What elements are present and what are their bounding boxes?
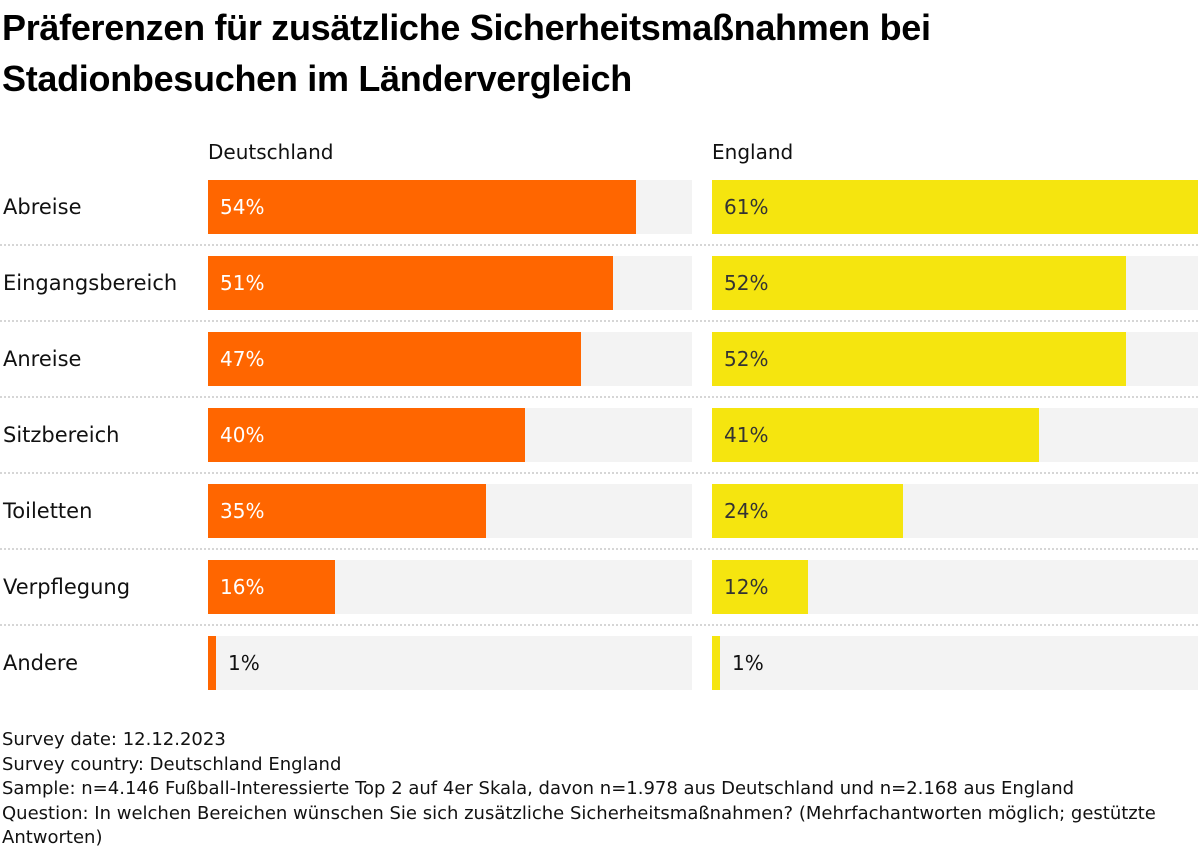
value-label-deutschland: 40% [220,423,265,447]
bar-track-england: 12% [712,560,1198,614]
value-label-england: 41% [724,423,769,447]
bar-track-deutschland: 54% [208,180,692,234]
bar-track-deutschland: 16% [208,560,692,614]
value-label-deutschland: 16% [220,575,265,599]
bar-track-deutschland: 51% [208,256,692,310]
bar-england [712,332,1126,386]
category-label: Verpflegung [3,575,131,599]
category-label: Andere [3,651,79,675]
row-separator [0,548,1198,550]
bar-england [712,180,1198,234]
bar-england [712,408,1039,462]
bar-track-england: 24% [712,484,1198,538]
bar-deutschland [208,484,486,538]
question-note: Question: In welchen Bereichen wünschen … [2,802,1156,849]
bar-track-deutschland: 47% [208,332,692,386]
category-label: Toiletten [3,499,93,523]
value-label-england: 52% [724,271,769,295]
category-label: Sitzbereich [3,423,120,447]
sample-note: Sample: n=4.146 Fußball-Interessierte To… [2,778,1075,799]
bar-track-england: 61% [712,180,1198,234]
bar-deutschland [208,256,613,310]
bar-deutschland [208,560,335,614]
category-label: Eingangsbereich [3,271,178,295]
bar-england [712,636,720,690]
row-separator [0,320,1198,322]
bar-england [712,560,808,614]
value-label-england: 24% [724,499,769,523]
value-label-england: 61% [724,195,769,219]
value-label-england: 1% [732,651,764,675]
bar-england [712,256,1126,310]
bar-track-england: 52% [712,256,1198,310]
column-header-england: England [712,140,794,164]
value-label-deutschland: 35% [220,499,265,523]
chart-footer: Survey date: 12.12.2023 Survey country: … [2,728,1192,851]
value-label-deutschland: 47% [220,347,265,371]
bar-track-england: 41% [712,408,1198,462]
value-label-deutschland: 51% [220,271,265,295]
survey-country: Survey country: Deutschland England [2,753,342,775]
category-label: Abreise [3,195,82,219]
bar-deutschland [208,332,581,386]
row-separator [0,624,1198,626]
row-separator [0,472,1198,474]
column-header-deutschland: Deutschland [208,140,334,164]
row-separator [0,244,1198,246]
bar-track-england: 52% [712,332,1198,386]
bar-track-deutschland: 40% [208,408,692,462]
bar-deutschland [208,408,525,462]
category-label: Anreise [3,347,82,371]
chart-title: Präferenzen für zusätzliche Sicherheitsm… [2,7,931,99]
bar-deutschland [208,636,216,690]
bar-chart: Deutschland England Abreise 54% 61% Eingangsb… [0,130,1200,700]
bar-england [712,484,903,538]
value-label-england: 12% [724,575,769,599]
value-label-deutschland: 54% [220,195,265,219]
bar-track-england: 1% [712,636,1198,690]
bar-deutschland [208,180,636,234]
value-label-england: 52% [724,347,769,371]
value-label-deutschland: 1% [228,651,260,675]
row-separator [0,396,1198,398]
bar-track-deutschland: 35% [208,484,692,538]
bar-track-deutschland: 1% [208,636,692,690]
survey-date: Survey date: 12.12.2023 [2,729,226,750]
